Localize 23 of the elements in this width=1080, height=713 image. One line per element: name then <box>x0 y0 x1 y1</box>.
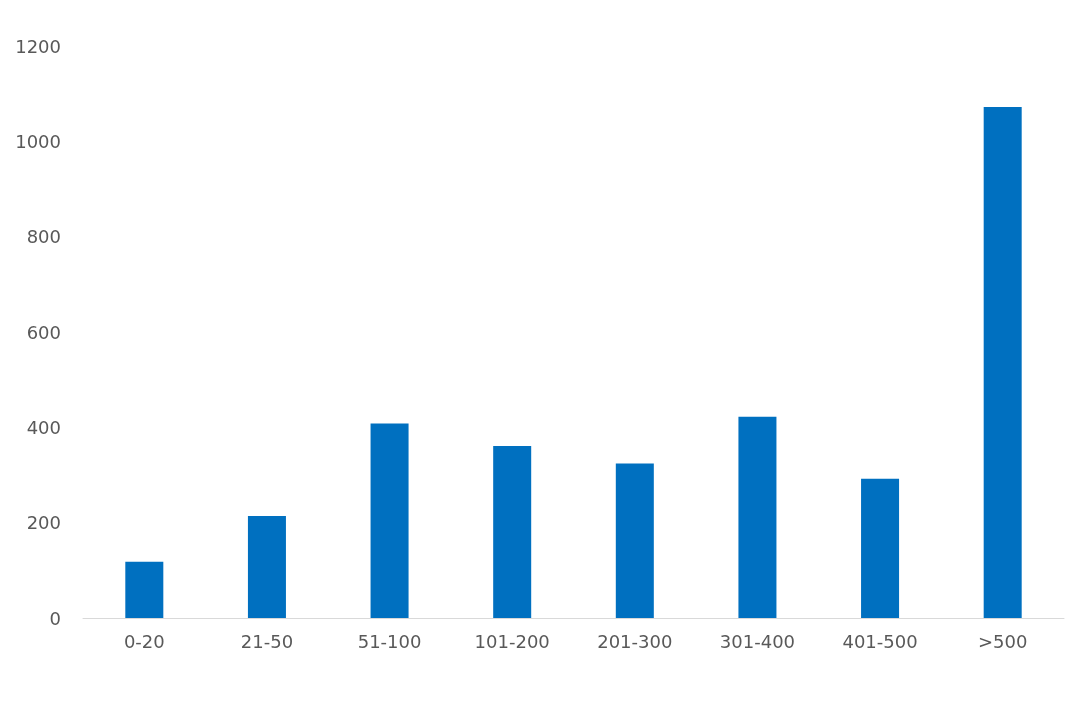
y-tick-label: 200 <box>26 512 61 534</box>
bar <box>615 463 654 618</box>
bar <box>125 561 164 618</box>
y-tick-label: 800 <box>26 226 61 248</box>
y-tick-label: 1000 <box>15 130 61 152</box>
y-tick-label: 0 <box>49 607 61 629</box>
x-tick-label: 51-100 <box>357 630 422 652</box>
y-tick-label: 400 <box>26 416 61 438</box>
x-tick-label: >500 <box>977 630 1028 652</box>
x-tick-label: 101-200 <box>474 630 550 652</box>
x-tick-label: 401-500 <box>842 630 918 652</box>
x-tick-label: 21-50 <box>240 630 294 652</box>
bar <box>493 445 532 618</box>
x-tick-label: 0-20 <box>123 630 165 652</box>
x-tick-label: 201-300 <box>597 630 673 652</box>
bar <box>861 478 900 618</box>
y-tick-label: 1200 <box>15 35 61 57</box>
bar <box>247 515 286 618</box>
x-tick-label: 301-400 <box>719 630 796 652</box>
bar <box>738 416 777 618</box>
bar <box>370 423 409 618</box>
y-tick-label: 600 <box>26 321 61 343</box>
bar <box>983 107 1022 618</box>
